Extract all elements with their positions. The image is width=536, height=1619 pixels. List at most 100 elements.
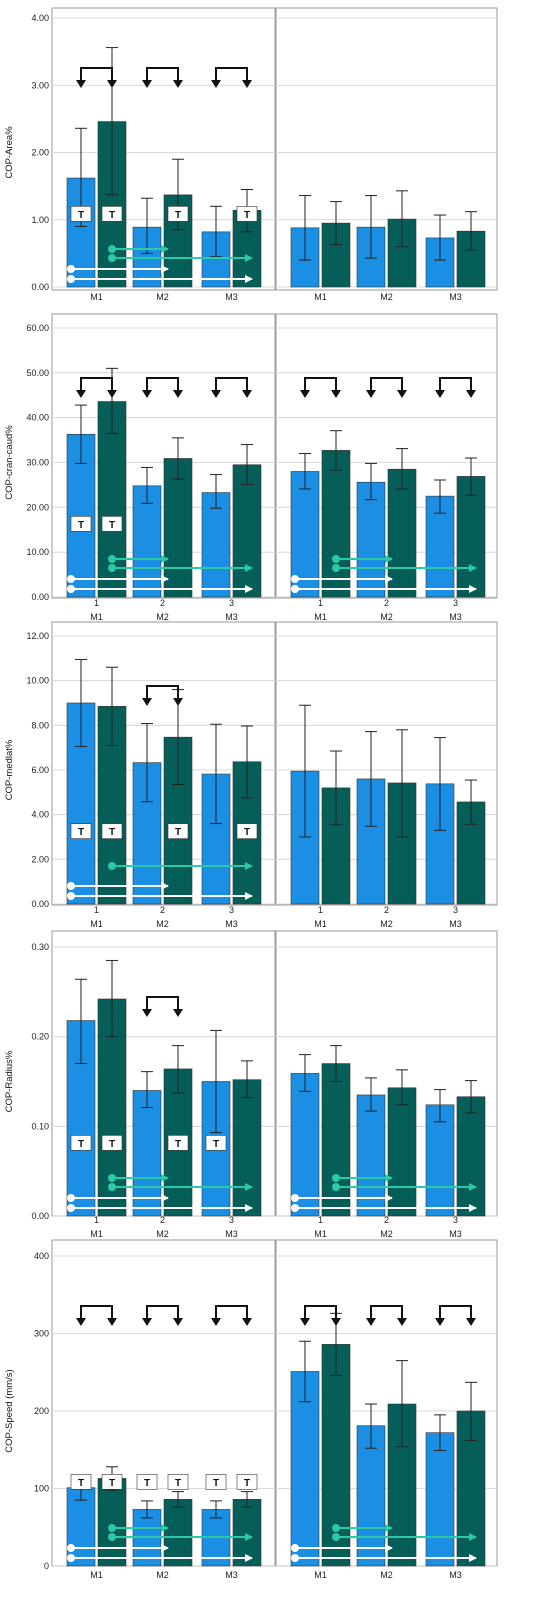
x-tick-label: 1 — [94, 1215, 99, 1225]
t-marker-label: T — [109, 1139, 115, 1150]
bar-walk-m3-s2 — [232, 1079, 262, 1217]
bracket-arrowhead — [242, 390, 252, 398]
y-tick-label: 1.00 — [31, 215, 49, 225]
x-tick-label: 1 — [318, 1215, 323, 1225]
y-tick-label: 0.20 — [31, 1032, 49, 1042]
y-tick-label: 40.00 — [26, 413, 49, 423]
t-marker-box — [167, 823, 189, 839]
t-marker: T — [167, 1474, 189, 1490]
t-marker-box — [101, 206, 123, 222]
x-tick-label: M2 — [380, 612, 393, 622]
t-marker: T — [70, 516, 92, 532]
x-tick-label: 3 — [229, 1215, 234, 1225]
x-tick-label: 2 — [384, 598, 389, 608]
bracket-arrowhead — [242, 80, 252, 88]
x-tick-label: M3 — [449, 1229, 462, 1239]
bracket-arrowhead — [466, 1318, 476, 1326]
y-axis-label: COP-Speed (mm/s) — [4, 1369, 15, 1452]
t-marker: T — [167, 206, 189, 222]
y-tick-label: 100 — [34, 1484, 49, 1494]
bracket-arrowhead — [107, 390, 117, 398]
t-marker: T — [167, 823, 189, 839]
bar-trot-m3-s2 — [456, 1096, 486, 1217]
bracket-arrowhead — [173, 390, 183, 398]
t-marker-label: T — [78, 1139, 84, 1150]
significance-bracket — [439, 1305, 472, 1322]
bar-walk-m1-s1 — [66, 1487, 96, 1567]
bar-walk-m1-s2 — [97, 1478, 127, 1567]
bar-trot-m1-s2 — [321, 1063, 351, 1217]
panel-5: 0 100 200 300 400 COP-Speed (mm/s) M1 M2 M3 T T T T T… — [4, 1239, 498, 1580]
t-marker: T — [236, 1474, 258, 1490]
t-marker-label: T — [109, 1478, 115, 1489]
x-tick-label: M2 — [156, 1570, 169, 1580]
t-marker-box — [70, 823, 92, 839]
t-marker-label: T — [175, 1478, 181, 1489]
x-tick-label: M1 — [314, 1570, 327, 1580]
t-marker-box — [236, 1474, 258, 1490]
y-tick-label: 3.00 — [31, 80, 49, 90]
bracket-arrowhead — [397, 390, 407, 398]
t-marker-box — [236, 823, 258, 839]
t-marker: T — [70, 1135, 92, 1151]
x-tick-label: 3 — [453, 905, 458, 915]
y-axis-label: COP-medlat% — [4, 739, 15, 800]
t-marker: T — [167, 1135, 189, 1151]
significance-bracket — [439, 377, 472, 394]
t-marker-box — [167, 1135, 189, 1151]
t-marker-label: T — [109, 210, 115, 221]
x-tick-label: 1 — [94, 905, 99, 915]
t-marker: T — [70, 1474, 92, 1490]
x-tick-label: M3 — [225, 1229, 238, 1239]
bracket-arrowhead — [173, 698, 183, 706]
bracket-arrowhead — [76, 390, 86, 398]
series-group-walk: M1 M2 M3 T T T T T T — [66, 1305, 262, 1580]
t-marker-label: T — [244, 827, 250, 838]
x-tick-label: M3 — [225, 1570, 238, 1580]
series-group-walk: 1 M1 2 M2 3 M3 T T — [66, 367, 262, 622]
x-tick-label: M1 — [314, 919, 327, 929]
t-marker-box — [70, 1474, 92, 1490]
bar-trot-m1-s1 — [290, 1073, 320, 1217]
y-tick-label: 0.00 — [31, 1211, 49, 1221]
x-tick-label: M3 — [225, 919, 238, 929]
x-tick-label: M1 — [90, 292, 103, 302]
series-group-trot: 1 M1 2 M2 3 M3 — [290, 377, 486, 622]
x-tick-label: 3 — [453, 1215, 458, 1225]
bracket-arrowhead — [366, 390, 376, 398]
x-tick-label: M3 — [449, 292, 462, 302]
x-tick-label: M1 — [314, 1229, 327, 1239]
t-marker-box — [167, 206, 189, 222]
bracket-arrowhead — [173, 80, 183, 88]
t-marker: T — [236, 823, 258, 839]
x-tick-label: M1 — [90, 1229, 103, 1239]
t-marker: T — [70, 823, 92, 839]
bracket-arrowhead — [211, 390, 221, 398]
x-tick-label: M3 — [225, 292, 238, 302]
significance-bracket — [146, 1305, 179, 1322]
bar-trot-m3-s1 — [425, 237, 455, 288]
significance-bracket — [215, 377, 248, 394]
x-tick-label: M2 — [380, 292, 393, 302]
bar-walk-m3-s2 — [232, 1499, 262, 1567]
t-marker-box — [101, 516, 123, 532]
y-tick-label: 0.00 — [31, 899, 49, 909]
t-marker: T — [101, 206, 123, 222]
y-tick-label: 12.00 — [26, 631, 49, 641]
bracket-arrowhead — [300, 390, 310, 398]
significance-bracket — [146, 377, 179, 394]
bar-walk-m2-s2 — [163, 1499, 193, 1567]
x-tick-label: 2 — [160, 1215, 165, 1225]
bracket-arrowhead — [107, 1318, 117, 1326]
series-group-trot: M1 M2 M3 — [290, 190, 486, 302]
x-tick-label: M2 — [380, 1229, 393, 1239]
x-tick-label: M1 — [90, 612, 103, 622]
series-group-walk: M1 M2 M3 T T T T — [66, 47, 262, 302]
bar-walk-m2-s1 — [132, 1090, 162, 1217]
bracket-arrowhead — [76, 1318, 86, 1326]
bar-trot-m1-s1 — [290, 1371, 320, 1567]
y-axis-label: COP-Radius% — [4, 1050, 15, 1112]
panel-3: 0.00 2.00 4.00 6.00 8.00 10.00 12.00 COP-medlat… — [4, 621, 498, 929]
